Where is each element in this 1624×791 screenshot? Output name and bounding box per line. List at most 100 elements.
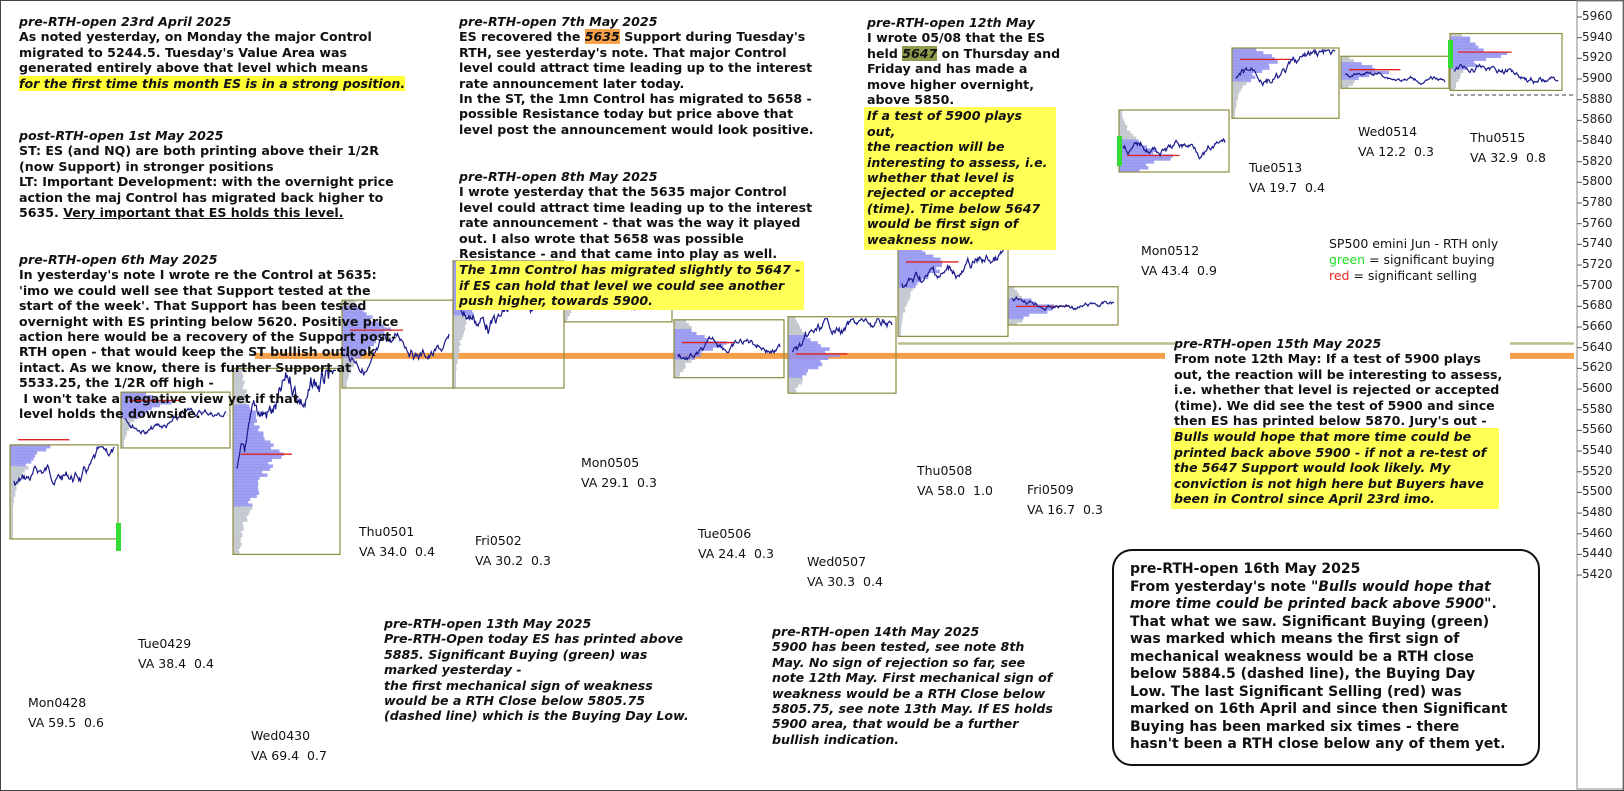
note-15-may: pre-RTH-open 15th May 2025 From note 12t… bbox=[1171, 336, 1502, 510]
note-line: migrated to 5244.5. Tuesday's Value Area… bbox=[19, 44, 348, 60]
legend-red-label: red bbox=[1329, 268, 1350, 283]
profile-bar bbox=[10, 460, 32, 464]
profile-bar bbox=[233, 374, 244, 378]
y-tick-label: 5840 bbox=[1582, 133, 1613, 148]
profile-bar bbox=[10, 502, 14, 507]
value-area-label: VA 24.4 0.3 bbox=[698, 546, 774, 561]
profile-bar bbox=[233, 404, 250, 408]
price-path bbox=[791, 317, 893, 353]
note-line: start of the week'. That Support has bee… bbox=[19, 298, 367, 314]
note-title: pre-RTH-open 7th May 2025 bbox=[459, 14, 658, 29]
profile-bar bbox=[453, 321, 467, 325]
y-tick-label: 5520 bbox=[1582, 463, 1613, 478]
note-line: ST: ES (and NQ) are both printing above … bbox=[19, 143, 379, 159]
note-line: action here would be a recovery of the S… bbox=[19, 329, 397, 345]
profile-bar bbox=[233, 458, 273, 462]
note-line: 'imo we could well see that Support test… bbox=[19, 282, 371, 298]
profile-bar bbox=[233, 470, 263, 474]
profile-bar bbox=[898, 333, 901, 337]
profile-bar bbox=[10, 499, 15, 504]
profile-bar bbox=[233, 380, 245, 384]
profile-bar bbox=[674, 331, 697, 336]
note-line: I wrote 05/08 that the ES bbox=[867, 30, 1046, 46]
note-line: Bulls would hope that more time could be bbox=[1174, 429, 1472, 445]
note-line: From note 12th May: If a test of 5900 pl… bbox=[1174, 351, 1481, 367]
note-line: action the maj Control has migrated back… bbox=[19, 189, 384, 205]
profile-bar bbox=[1008, 316, 1024, 320]
profile-bar bbox=[233, 413, 257, 417]
profile-bar bbox=[898, 315, 903, 319]
profile-bar bbox=[342, 345, 369, 350]
note-line: rate announcement - that was the way it … bbox=[459, 215, 801, 231]
profile-bar bbox=[342, 381, 347, 386]
profile-bar bbox=[898, 251, 926, 255]
price-axis-strip bbox=[1576, 0, 1624, 790]
profile-bar bbox=[453, 354, 459, 359]
profile-bar bbox=[233, 536, 242, 540]
profile-bar bbox=[1119, 127, 1127, 132]
profile-bar bbox=[233, 491, 260, 495]
note-line: I wrote yesterday that the 5635 major Co… bbox=[459, 184, 787, 200]
note-highlight-box: The 1mn Control has migrated slightly to… bbox=[456, 261, 804, 310]
profile-bar bbox=[1232, 84, 1243, 89]
significant-buying-marker bbox=[1448, 40, 1453, 68]
profile-bar bbox=[1450, 57, 1487, 61]
profile-bar bbox=[1232, 54, 1272, 58]
profile-bar bbox=[1450, 75, 1461, 79]
note-line: 5805.75, see note 13th May. If ES holds bbox=[772, 701, 1053, 717]
profile-bar bbox=[342, 318, 371, 322]
profile-bar bbox=[674, 335, 705, 339]
profile-bar bbox=[342, 369, 352, 374]
profile-bar bbox=[1008, 307, 1053, 311]
note-highlight-box: Bulls would hope that more time could be… bbox=[1171, 428, 1499, 510]
profile-bar bbox=[342, 342, 375, 347]
profile-bar bbox=[233, 506, 253, 510]
y-tick-label: 5720 bbox=[1582, 257, 1613, 272]
profile-bar bbox=[1119, 163, 1146, 167]
profile-bar bbox=[1450, 45, 1479, 49]
value-area-label: VA 16.7 0.3 bbox=[1027, 502, 1103, 517]
note-12-may: pre-RTH-open 12th May I wrote 05/08 that… bbox=[864, 15, 1060, 251]
profile-bar bbox=[233, 467, 271, 471]
profile-bar bbox=[1232, 51, 1264, 55]
note-line: then ES has printed below 5870. Jury's o… bbox=[1174, 413, 1487, 429]
profile-bar bbox=[10, 447, 47, 452]
profile-bar bbox=[1008, 319, 1023, 323]
profile-bar bbox=[1119, 136, 1137, 141]
note-title: pre-RTH-open 12th May bbox=[867, 15, 1035, 30]
profile-bar bbox=[1341, 76, 1359, 81]
value-area-label: VA 12.2 0.3 bbox=[1358, 144, 1434, 159]
note-line: (time). Time below 5647 bbox=[867, 200, 1041, 216]
profile-bar bbox=[10, 457, 34, 461]
profile-bar bbox=[1450, 51, 1508, 55]
note-8-may: pre-RTH-open 8th May 2025 I wrote yester… bbox=[456, 169, 813, 310]
profile-bar bbox=[1119, 118, 1124, 123]
session-label: Fri0509 bbox=[1027, 482, 1074, 497]
y-tick-label: 5940 bbox=[1582, 29, 1613, 44]
profile-bar bbox=[233, 479, 258, 483]
note-line: level holds the downside. bbox=[19, 406, 201, 422]
profile-bar bbox=[674, 362, 686, 367]
note-line: weakness would be a RTH Close below bbox=[772, 685, 1046, 701]
profile-bar bbox=[233, 509, 251, 513]
profile-bar bbox=[10, 529, 13, 534]
note-line: Pre-RTH-Open today ES has printed above bbox=[384, 631, 684, 647]
note-title: pre-RTH-open 8th May 2025 bbox=[459, 169, 658, 184]
profile-bar bbox=[10, 466, 29, 470]
profile-bar bbox=[342, 327, 392, 331]
y-tick-label: 5780 bbox=[1582, 195, 1613, 210]
value-area-label: VA 34.0 0.4 bbox=[359, 544, 435, 559]
profile-bar bbox=[342, 303, 355, 307]
profile-bar bbox=[1232, 112, 1235, 116]
note-line: level could attract time leading up to t… bbox=[459, 199, 813, 215]
profile-bar bbox=[1450, 33, 1462, 38]
profile-bar bbox=[1119, 139, 1139, 143]
profile-bar bbox=[898, 248, 923, 252]
profile-bar bbox=[10, 463, 26, 467]
session-label: Thu0515 bbox=[1470, 130, 1526, 145]
legend-green-label: green bbox=[1329, 252, 1366, 267]
profile-bar bbox=[1232, 69, 1263, 73]
note-line: RTH, see yesterday's note. That major Co… bbox=[459, 44, 787, 60]
y-tick-label: 5580 bbox=[1582, 401, 1613, 416]
profile-bar bbox=[233, 443, 274, 447]
